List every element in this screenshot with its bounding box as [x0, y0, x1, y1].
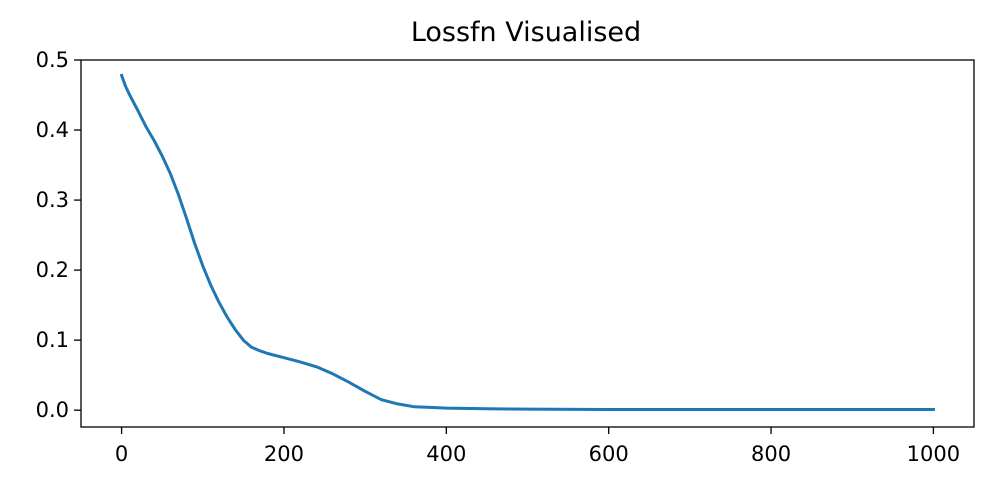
x-tick-label: 0 — [115, 442, 128, 466]
x-tick-label: 400 — [426, 442, 466, 466]
axis-ticks: 0 200 400 600 800 1000 0.0 0.1 0.2 0.3 0.4 0.5 — [36, 48, 961, 466]
series-layer — [119, 73, 935, 411]
x-tick-label: 200 — [264, 442, 304, 466]
series-line-0 — [119, 73, 935, 411]
y-tick-label: 0.4 — [36, 118, 69, 142]
y-tick-label: 0.5 — [36, 48, 69, 72]
y-tick-label: 0.0 — [36, 398, 69, 422]
y-tick-label: 0.1 — [36, 328, 69, 352]
x-tick-label: 600 — [589, 442, 629, 466]
x-tick-label: 800 — [751, 442, 791, 466]
plot-frame — [80, 59, 975, 428]
y-tick-label: 0.3 — [36, 188, 69, 212]
y-tick-label: 0.2 — [36, 258, 69, 282]
x-tick-label: 1000 — [907, 442, 960, 466]
chart-title: Lossfn Visualised — [411, 17, 641, 48]
